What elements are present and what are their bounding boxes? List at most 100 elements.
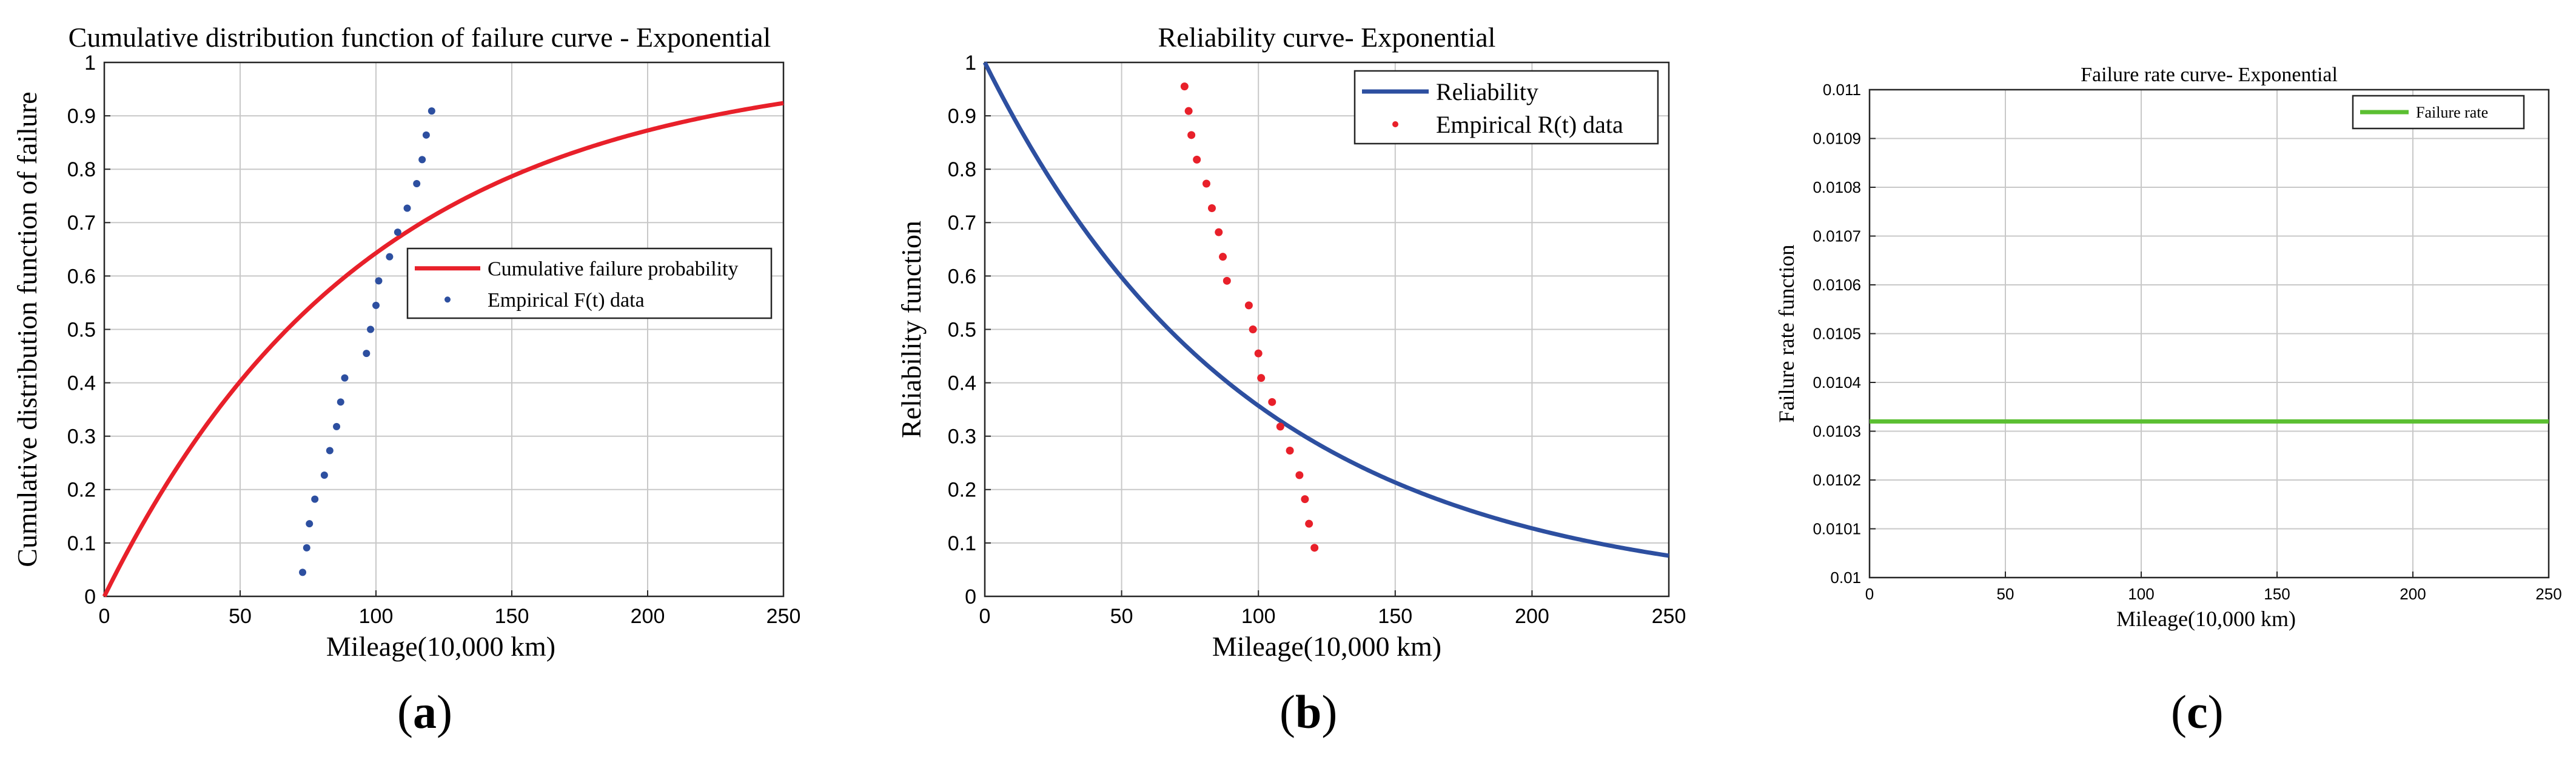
- scatter-point: [1301, 495, 1309, 504]
- x-tick-label: 200: [631, 605, 665, 628]
- y-tick-label: 0.8: [948, 158, 976, 181]
- scatter-point: [1184, 107, 1193, 115]
- y-tick-label: 0.0107: [1813, 227, 1861, 245]
- x-tick-label: 100: [359, 605, 394, 628]
- x-tick-label: 200: [2400, 585, 2426, 603]
- scatter-point: [1254, 349, 1263, 358]
- scatter-point: [341, 374, 349, 382]
- scatter-point: [428, 107, 435, 115]
- chart-title: Failure rate curve- Exponential: [2081, 64, 2338, 86]
- y-tick-label: 0: [84, 585, 96, 608]
- scatter-point: [326, 447, 334, 455]
- x-tick-label: 100: [2128, 585, 2154, 603]
- scatter-point: [1295, 471, 1304, 479]
- x-axis-label: Mileage(10,000 km): [326, 631, 555, 662]
- x-tick-label: 250: [2535, 585, 2561, 603]
- scatter-point: [1249, 325, 1257, 333]
- scatter-point: [1305, 519, 1313, 528]
- y-tick-label: 0.9: [67, 105, 96, 128]
- legend-entry-label: Reliability: [1436, 78, 1538, 105]
- scatter-point: [403, 204, 411, 212]
- legend-box: [1353, 70, 1659, 145]
- scatter-point: [1286, 446, 1294, 455]
- scatter-point: [372, 301, 380, 309]
- scatter-point: [311, 495, 319, 503]
- y-tick-label: 0.2: [948, 479, 976, 502]
- x-tick-label: 50: [1110, 605, 1133, 628]
- y-tick-label: 0.1: [67, 532, 96, 555]
- y-tick-label: 0.5: [948, 318, 976, 341]
- panel-label-a: (a): [397, 685, 452, 738]
- series-line-cumulative-failure-probability: [102, 101, 784, 598]
- x-tick-label: 150: [1378, 605, 1412, 628]
- y-tick-label: 0.4: [67, 372, 96, 395]
- y-tick-label: 0.6: [67, 265, 96, 288]
- legend: Failure rate: [2352, 95, 2525, 130]
- scatter-point: [1276, 422, 1284, 431]
- scatter-point: [375, 277, 383, 285]
- scatter-point: [1187, 131, 1196, 139]
- scatter-point: [413, 179, 421, 187]
- y-tick-label: 0.7: [67, 212, 96, 235]
- scatter-point: [320, 472, 328, 479]
- y-tick-label: 0.5: [67, 318, 96, 341]
- chart-title: Reliability curve- Exponential: [1158, 22, 1496, 53]
- scatter-point: [1219, 253, 1227, 261]
- legend-entry-label: Failure rate: [2416, 104, 2488, 121]
- y-tick-label: 0.0102: [1813, 471, 1861, 489]
- scatter-point: [1257, 374, 1266, 382]
- y-tick-label: 0.9: [948, 105, 976, 128]
- legend-entry-label: Cumulative failure probability: [488, 258, 739, 281]
- chart-panel-3: 0 50 100 150 200 250 0.01 0.0101 0.0102 0.0103 0.0…: [1774, 64, 2562, 631]
- y-tick-label: 0: [965, 585, 976, 608]
- chart-panel-2: 0 50 100 150 200 250 0 0.1 0.2 0.3 0.4 0.5 0.6 0.7 0.8…: [896, 22, 1686, 662]
- y-tick-label: 0.4: [948, 372, 976, 395]
- legend: Reliability Empirical R(t) data: [1353, 70, 1659, 145]
- scatter-point: [1223, 276, 1231, 285]
- scatter-point: [1193, 155, 1201, 164]
- legend-entry-label: Empirical R(t) data: [1436, 111, 1623, 138]
- x-tick-label: 150: [2264, 585, 2290, 603]
- scatter-point: [367, 325, 375, 333]
- x-axis-label: Mileage(10,000 km): [2116, 607, 2296, 631]
- scatter-point: [1310, 544, 1319, 552]
- legend-marker-swatch: [444, 296, 451, 303]
- scatter-point: [1215, 228, 1223, 236]
- y-tick-label: 0.3: [67, 425, 96, 448]
- legend: Cumulative failure probability Empirical …: [406, 247, 773, 319]
- series-line-reliability: [982, 61, 1669, 558]
- y-tick-label: 0.0104: [1813, 373, 1861, 392]
- scatter-point: [333, 422, 341, 430]
- y-tick-label: 0.0105: [1813, 325, 1861, 343]
- y-tick-label: 1: [84, 52, 96, 75]
- y-tick-label: 0.0108: [1813, 178, 1861, 196]
- x-tick-label: 100: [1241, 605, 1276, 628]
- y-axis-label: Reliability function: [896, 221, 927, 438]
- scatter-point: [1244, 301, 1253, 310]
- x-tick-label: 250: [1652, 605, 1686, 628]
- panel-label-c: (c): [2171, 685, 2224, 738]
- x-axis-label: Mileage(10,000 km): [1212, 631, 1441, 662]
- scatter-point: [1180, 82, 1189, 91]
- legend-box: [406, 247, 773, 319]
- y-tick-label: 0.0103: [1813, 422, 1861, 441]
- chart-title: Cumulative distribution function of fail…: [69, 22, 771, 53]
- panel-label-b: (b): [1280, 685, 1338, 738]
- scatter-point: [306, 520, 314, 528]
- x-tick-label: 250: [766, 605, 801, 628]
- y-tick-label: 0.8: [67, 158, 96, 181]
- scatter-point: [394, 228, 401, 236]
- y-tick-label: 0.3: [948, 425, 976, 448]
- scatter-point: [418, 156, 426, 164]
- x-tick-label: 0: [979, 605, 991, 628]
- y-axis-label: Failure rate function: [1774, 245, 1799, 423]
- y-tick-label: 0.0106: [1813, 276, 1861, 294]
- y-tick-label: 0.6: [948, 265, 976, 288]
- y-tick-label: 0.1: [948, 532, 976, 555]
- y-tick-label: 0.7: [948, 212, 976, 235]
- y-tick-label: 0.0109: [1813, 130, 1861, 148]
- scatter-point: [363, 350, 371, 358]
- scatter-point: [303, 544, 310, 552]
- legend-entry-label: Empirical F(t) data: [488, 289, 645, 312]
